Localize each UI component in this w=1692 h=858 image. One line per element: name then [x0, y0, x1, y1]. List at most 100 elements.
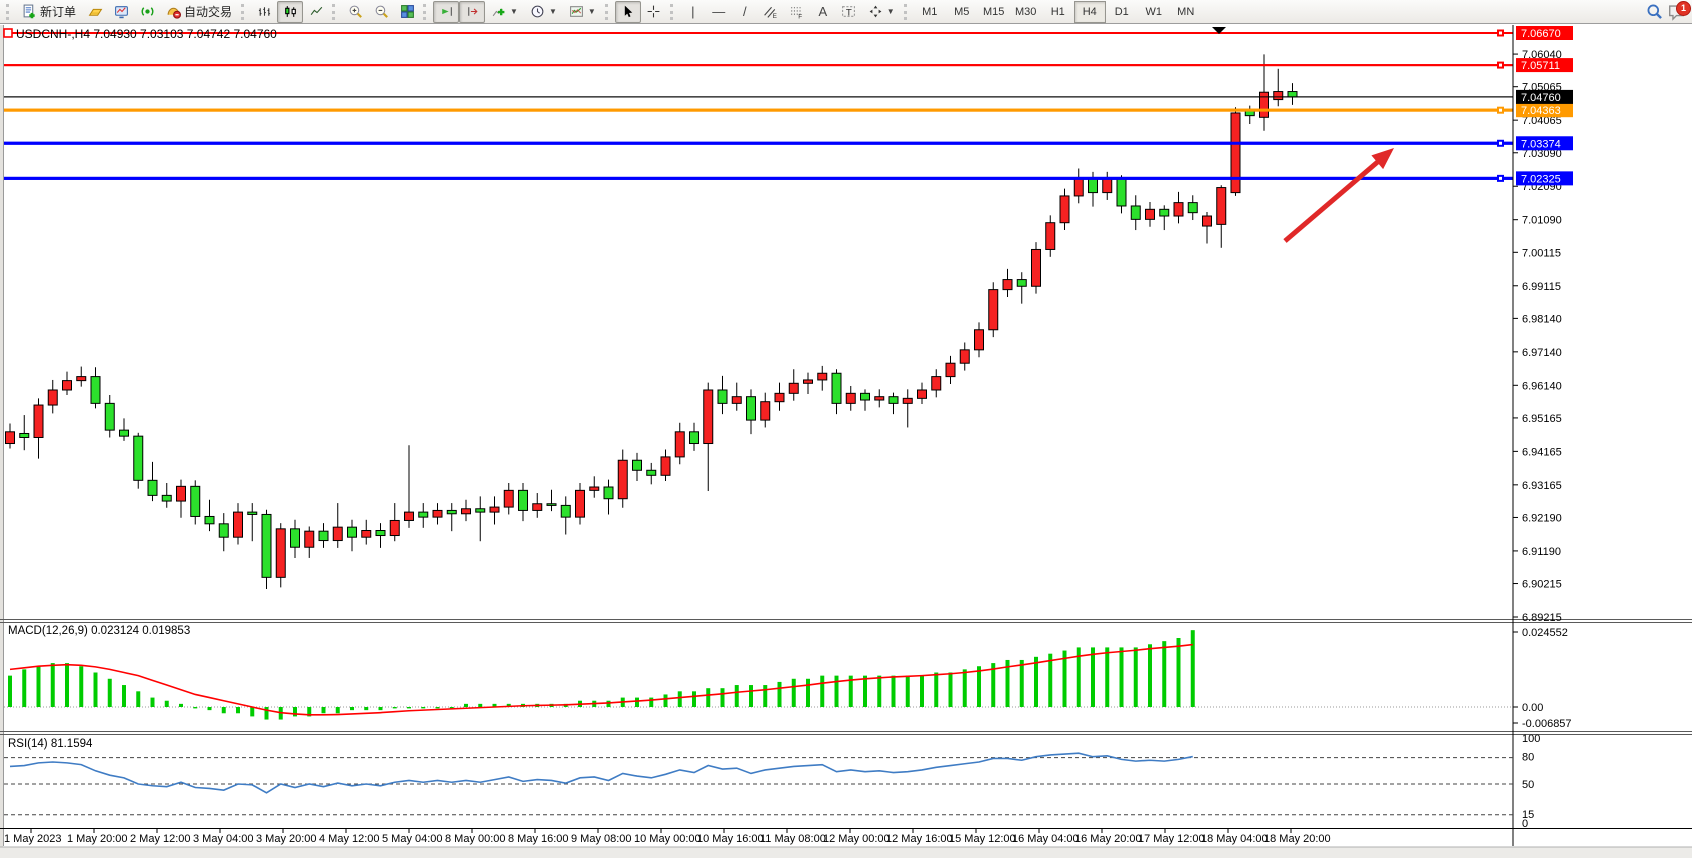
current-price-badge-label: 7.04760 [1521, 92, 1561, 104]
macd-histogram-bar [891, 675, 896, 707]
toolbar-grip[interactable] [423, 3, 430, 20]
macd-histogram-bar [1176, 638, 1181, 707]
candle-body [788, 382, 799, 394]
zoom-out-button[interactable] [368, 1, 394, 23]
timeframe-m5-button[interactable]: M5 [954, 5, 970, 18]
toolbar-grip[interactable] [669, 3, 677, 20]
candle-body [1230, 112, 1241, 194]
macd-histogram-bar [22, 669, 27, 707]
rsi-indicator-label: RSI(14) 81.1594 [8, 738, 93, 750]
trendline-button[interactable]: / [732, 1, 758, 23]
search-button[interactable] [1641, 1, 1667, 23]
candle-body [1173, 202, 1184, 217]
chart-canvas[interactable]: 7.060407.050657.040657.030907.020907.010… [0, 25, 1692, 858]
notifications-button[interactable]: 1 [1667, 0, 1691, 22]
toolbar-grip[interactable] [903, 3, 911, 20]
timeframe-w1-button[interactable]: W1 [1145, 5, 1162, 18]
vertical-line-button[interactable]: | [680, 1, 706, 23]
price-tick-label: 7.06040 [1522, 49, 1562, 61]
macd-histogram-bar [991, 663, 996, 707]
arrow-annotation-shaft[interactable] [1283, 156, 1384, 243]
macd-histogram-bar [150, 697, 155, 707]
chart-shift-icon [465, 4, 480, 19]
chevron-down-icon: ▼ [510, 7, 518, 16]
triangle-marker[interactable] [1212, 27, 1226, 34]
candle-body [646, 469, 657, 476]
timeframe-mn-button[interactable]: MN [1177, 5, 1195, 18]
text-icon: A [818, 4, 828, 19]
toolbar: 新订单 自动交易 [0, 0, 1692, 24]
chart-shift-button[interactable] [459, 0, 486, 23]
timeframe-d1-button[interactable]: D1 [1114, 5, 1129, 18]
candle-body [760, 401, 771, 421]
candle-body [1116, 178, 1127, 207]
candle-body [19, 432, 30, 438]
date-label: 8 May 16:00 [508, 833, 569, 845]
market-watch-button[interactable] [108, 1, 134, 23]
macd-histogram-bar [293, 707, 297, 717]
auto-scroll-button[interactable] [433, 0, 460, 23]
templates-button[interactable]: ▼ [563, 1, 602, 23]
timeframe-m30-button[interactable]: M30 [1015, 5, 1037, 18]
profiles-button[interactable] [82, 1, 108, 23]
candle-body [959, 349, 970, 364]
zoom-out-icon [374, 4, 389, 19]
rsi-line [9, 752, 1193, 794]
macd-histogram-bar [606, 700, 611, 707]
equidistant-channel-button[interactable]: E [758, 1, 784, 23]
macd-histogram-bar [1062, 650, 1067, 707]
indicators-button[interactable]: ▼ [485, 1, 524, 23]
macd-histogram-bar [492, 703, 497, 707]
tile-windows-button[interactable] [394, 1, 420, 23]
candle-body [1031, 248, 1041, 287]
toolbar-grip[interactable] [332, 3, 339, 20]
date-label: 11 May 08:00 [760, 833, 826, 845]
candle-body [575, 489, 585, 518]
macd-histogram-bar [1119, 647, 1124, 707]
timeframe-m1-button[interactable]: M1 [922, 5, 938, 18]
text-label-button[interactable]: T [836, 1, 862, 23]
arrows-tool-button[interactable]: ▼ [862, 1, 901, 23]
candle-body [746, 396, 756, 421]
bar-chart-icon [257, 4, 272, 19]
arrow-annotation-head[interactable] [1371, 148, 1394, 170]
signals-button[interactable] [134, 1, 160, 23]
price-tick-label: 6.95165 [1522, 413, 1562, 425]
toolbar-grip[interactable] [241, 3, 248, 20]
rsi-axis-label: 15 [1522, 809, 1534, 821]
zoom-in-icon [348, 4, 363, 19]
macd-histogram-bar [763, 685, 768, 707]
zoom-in-button[interactable] [342, 1, 368, 23]
timeframe-h1-button[interactable]: H1 [1050, 5, 1065, 18]
line-chart-button[interactable] [303, 1, 329, 23]
macd-histogram-bar [877, 675, 882, 707]
candle-body [1045, 222, 1056, 250]
candle-body [47, 389, 58, 406]
price-tick-label: 7.00115 [1522, 247, 1561, 259]
candle-body [1216, 187, 1227, 225]
hline-left-handle[interactable] [3, 28, 13, 38]
period-button[interactable]: ▼ [524, 1, 563, 23]
toolbar-grip[interactable] [6, 3, 13, 20]
toolbar-grip[interactable] [604, 3, 612, 20]
macd-histogram-bar [8, 675, 12, 707]
auto-trading-button[interactable]: 自动交易 [160, 1, 238, 23]
candle-body [1273, 91, 1284, 101]
cursor-button[interactable] [614, 0, 641, 23]
timeframe-m15-button[interactable]: M15 [983, 5, 1005, 18]
bar-chart-button[interactable] [251, 1, 277, 23]
fibonacci-button[interactable]: F [784, 1, 810, 23]
text-button[interactable]: A [810, 1, 836, 23]
rsi-axis-label: 50 [1522, 779, 1534, 791]
candle-body [560, 504, 571, 518]
candle-body [731, 396, 742, 404]
crosshair-button[interactable] [641, 1, 667, 23]
price-tick-label: 6.98140 [1522, 313, 1562, 325]
macd-histogram-bar [122, 685, 126, 707]
candle-body [104, 402, 115, 431]
horizontal-line-button[interactable]: — [706, 1, 732, 23]
candle-body [717, 389, 728, 404]
candlestick-chart-button[interactable] [277, 0, 304, 23]
timeframe-h4-button[interactable]: H4 [1073, 0, 1106, 23]
new-order-button[interactable]: 新订单 [16, 1, 82, 23]
